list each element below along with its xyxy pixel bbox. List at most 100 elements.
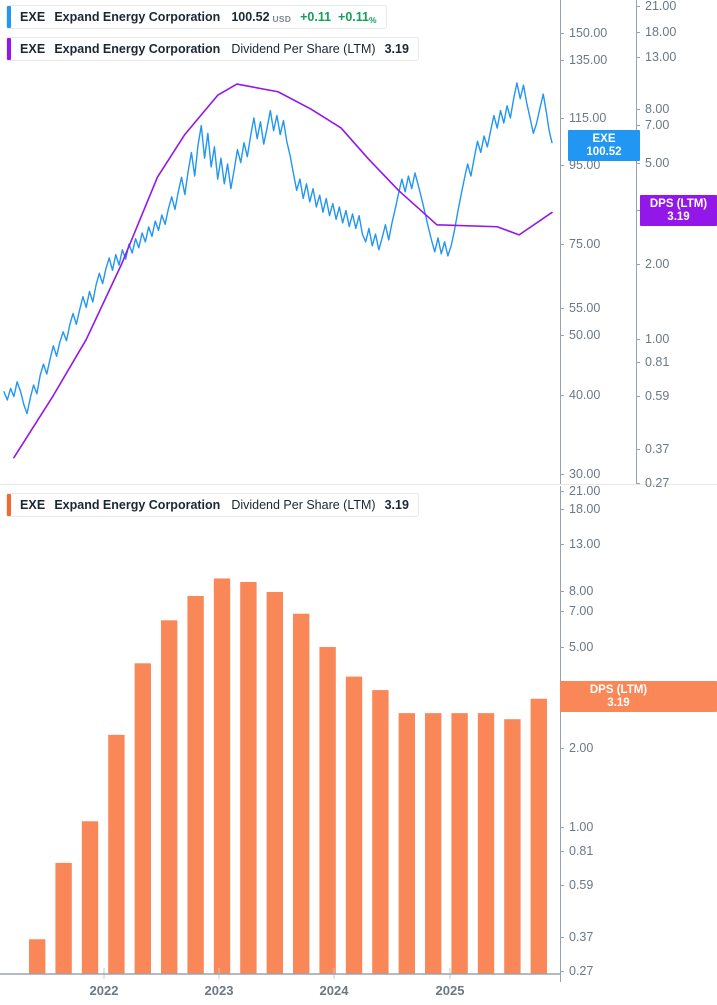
- axis-tick-label: 13.00: [569, 537, 601, 551]
- price-axis-line: [560, 0, 561, 484]
- dps-axis-tick-upper: 0.59: [636, 390, 669, 403]
- dividend-bar[interactable]: [29, 939, 46, 974]
- dividend-bar[interactable]: [81, 821, 99, 974]
- dps-axis-tick-upper: 0.27: [636, 477, 669, 490]
- axis-tick-mark: [636, 5, 640, 7]
- dividend-bar[interactable]: [108, 734, 125, 974]
- price-axis-tick: 115.00: [560, 112, 606, 125]
- dividend-bar[interactable]: [504, 719, 521, 974]
- legend-price-series[interactable]: EXE Expand Energy Corporation 100.52 USD…: [6, 5, 387, 29]
- dividend-bar[interactable]: [372, 690, 389, 974]
- legend-dps-series-lower[interactable]: EXE Expand Energy Corporation Dividend P…: [6, 493, 419, 517]
- axis-tick-mark: [636, 209, 640, 211]
- legend-ticker: EXE: [20, 498, 46, 512]
- legend-metric-name: Dividend Per Share (LTM): [231, 42, 376, 56]
- dps-axis-tick-lower: 0.27: [560, 965, 593, 978]
- dividend-bar[interactable]: [187, 596, 204, 974]
- axis-tick-label: 30.00: [569, 467, 601, 481]
- dividend-bar[interactable]: [530, 698, 547, 974]
- dividend-bar[interactable]: [134, 663, 151, 974]
- axis-tick-mark: [636, 395, 640, 397]
- price-chart-svg: [3, 82, 553, 459]
- dps-axis-tick-upper: 7.00: [636, 119, 669, 132]
- dividend-bar[interactable]: [398, 713, 415, 974]
- dps-axis-tick-lower: 13.00: [560, 538, 600, 551]
- dps-value-badge-lower[interactable]: DPS (LTM) 3.19: [560, 681, 717, 712]
- axis-tick-mark: [560, 164, 564, 166]
- x-axis-year-label: 2024: [319, 983, 349, 998]
- price-value-badge[interactable]: EXE 100.52: [568, 130, 640, 161]
- dividend-bar[interactable]: [319, 647, 336, 974]
- dividend-bar[interactable]: [161, 620, 178, 974]
- badge-ticker: EXE: [592, 132, 616, 145]
- dps-axis-tick-upper: 0.81: [636, 356, 669, 369]
- dps-value-badge-upper[interactable]: DPS (LTM) 3.19: [640, 195, 717, 226]
- axis-tick-label: 0.27: [645, 476, 670, 490]
- axis-tick-mark: [560, 850, 564, 852]
- axis-tick-mark: [560, 747, 564, 749]
- axis-tick-label: 135.00: [569, 53, 608, 67]
- legend-metric-name: Dividend Per Share (LTM): [231, 498, 376, 512]
- axis-tick-label: 8.00: [569, 584, 594, 598]
- axis-tick-label: 40.00: [569, 388, 601, 402]
- legend-change-percent: +0.11%: [338, 10, 377, 25]
- axis-tick-mark: [560, 646, 564, 648]
- price-axis-tick: 50.00: [560, 329, 600, 342]
- legend-change-absolute: +0.11: [300, 10, 332, 24]
- axis-tick-label: 5.00: [569, 640, 594, 654]
- dividend-bar[interactable]: [345, 676, 363, 974]
- axis-tick-label: 18.00: [569, 502, 601, 516]
- dividend-bar[interactable]: [55, 862, 72, 974]
- legend-metric-value: 3.19: [384, 42, 409, 56]
- axis-tick-mark: [560, 970, 564, 972]
- axis-tick-label: 0.81: [645, 355, 670, 369]
- price-chart-panel[interactable]: [0, 0, 560, 484]
- axis-tick-mark: [560, 59, 564, 61]
- axis-tick-mark: [560, 884, 564, 886]
- x-axis-year-label: 2022: [89, 983, 119, 998]
- axis-tick-mark: [636, 361, 640, 363]
- dividend-bar[interactable]: [240, 581, 257, 974]
- axis-tick-mark: [560, 32, 564, 34]
- legend-dps-series-upper[interactable]: EXE Expand Energy Corporation Dividend P…: [6, 37, 419, 61]
- x-axis-year-label: 2023: [204, 983, 234, 998]
- badge-price: 100.52: [586, 145, 622, 158]
- dividend-bar[interactable]: [266, 592, 283, 974]
- axis-tick-label: 18.00: [645, 25, 677, 39]
- dividend-bar-chart-panel[interactable]: [0, 486, 560, 1005]
- axis-tick-label: 150.00: [569, 26, 608, 40]
- axis-tick-mark: [560, 117, 564, 119]
- dps-axis-tick-upper: 18.00: [636, 26, 676, 39]
- axis-tick-label: 7.00: [645, 118, 670, 132]
- axis-tick-label: 8.00: [645, 102, 670, 116]
- price-axis-tick: 75.00: [560, 238, 600, 251]
- legend-company-name: Expand Energy Corporation: [54, 10, 221, 24]
- price-axis-tick: 30.00: [560, 468, 600, 481]
- axis-tick-label: 55.00: [569, 301, 601, 315]
- dividend-bar[interactable]: [293, 613, 310, 974]
- dividend-bar[interactable]: [213, 578, 231, 974]
- dividend-bar[interactable]: [425, 713, 442, 974]
- axis-tick-mark: [560, 394, 564, 396]
- dps-axis-tick-upper: 8.00: [636, 103, 669, 116]
- legend-color-swatch-dps-bars: [7, 494, 11, 516]
- axis-tick-mark: [636, 482, 640, 484]
- price-axis-tick: 40.00: [560, 389, 600, 402]
- price-axis-tick: 55.00: [560, 302, 600, 315]
- dividend-bar[interactable]: [477, 713, 495, 974]
- axis-tick-mark: [560, 543, 564, 545]
- dps-axis-tick-upper: 1.00: [636, 333, 669, 346]
- badge-metric-value: 3.19: [667, 210, 690, 223]
- legend-company-name: Expand Energy Corporation: [54, 42, 221, 56]
- axis-tick-label: 115.00: [569, 111, 607, 125]
- dps-axis-tick-upper: 2.00: [636, 258, 669, 271]
- legend-last-price: 100.52: [231, 10, 270, 24]
- axis-tick-label: 7.00: [569, 604, 594, 618]
- legend-color-swatch-dps: [7, 38, 11, 60]
- badge-metric-value: 3.19: [607, 696, 630, 709]
- axis-tick-label: 2.00: [569, 741, 594, 755]
- dps-axis-tick-lower: 1.00: [560, 821, 593, 834]
- axis-tick-label: 0.59: [569, 878, 594, 892]
- dividend-bar[interactable]: [451, 713, 468, 974]
